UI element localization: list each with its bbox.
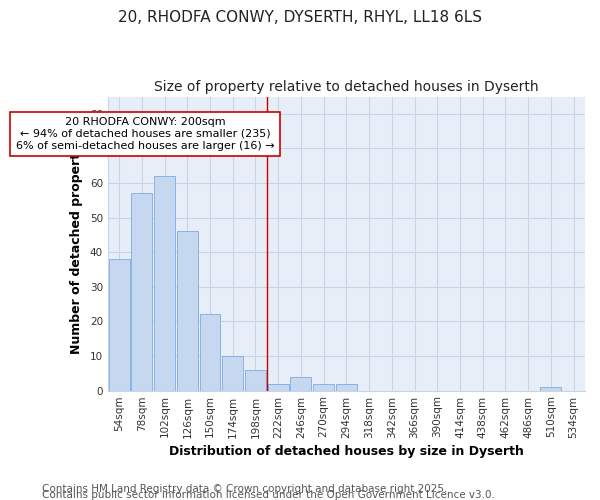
X-axis label: Distribution of detached houses by size in Dyserth: Distribution of detached houses by size …	[169, 444, 524, 458]
Bar	[109, 259, 130, 390]
Bar	[336, 384, 357, 390]
Bar	[154, 176, 175, 390]
Bar	[131, 194, 152, 390]
Bar	[200, 314, 220, 390]
Bar	[290, 376, 311, 390]
Text: 20, RHODFA CONWY, DYSERTH, RHYL, LL18 6LS: 20, RHODFA CONWY, DYSERTH, RHYL, LL18 6L…	[118, 10, 482, 25]
Bar	[245, 370, 266, 390]
Y-axis label: Number of detached properties: Number of detached properties	[70, 133, 83, 354]
Text: Contains HM Land Registry data © Crown copyright and database right 2025.: Contains HM Land Registry data © Crown c…	[42, 484, 448, 494]
Bar	[541, 387, 562, 390]
Text: Contains public sector information licensed under the Open Government Licence v3: Contains public sector information licen…	[42, 490, 495, 500]
Bar	[313, 384, 334, 390]
Bar	[268, 384, 289, 390]
Title: Size of property relative to detached houses in Dyserth: Size of property relative to detached ho…	[154, 80, 539, 94]
Bar	[223, 356, 243, 390]
Bar	[177, 232, 198, 390]
Text: 20 RHODFA CONWY: 200sqm
← 94% of detached houses are smaller (235)
6% of semi-de: 20 RHODFA CONWY: 200sqm ← 94% of detache…	[16, 118, 275, 150]
